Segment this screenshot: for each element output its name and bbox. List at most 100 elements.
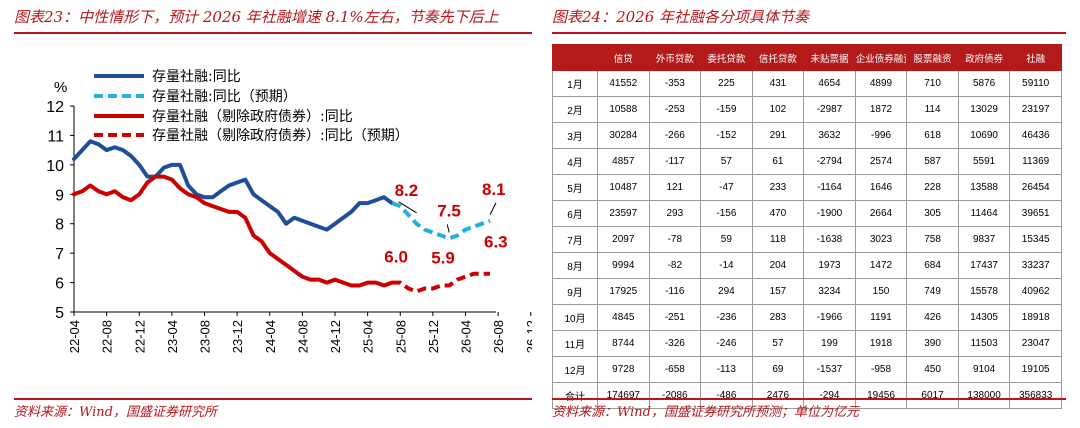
row-label-cell: 3月 xyxy=(552,122,598,149)
table-cell: 10588 xyxy=(597,96,650,123)
table-cell: 470 xyxy=(751,200,805,227)
table-cell: 225 xyxy=(700,70,753,97)
table-cell: 293 xyxy=(648,200,702,227)
table-row: 6月 23597 293 -156 470 -1900 2664 305 11464 39651 xyxy=(552,200,1062,227)
table-cell: -486 xyxy=(700,382,753,409)
table-cell: 1872 xyxy=(854,96,908,123)
table-row: 1月 41552 -353 225 431 4654 4899 710 5876 59110 xyxy=(552,70,1062,97)
annotation-leader xyxy=(489,202,497,215)
table-cell: 3234 xyxy=(803,278,856,305)
table-cell: 150 xyxy=(854,278,908,305)
series-line-1 xyxy=(391,201,491,241)
x-tick-label: 26-12 xyxy=(524,320,532,353)
series-line-0 xyxy=(72,139,395,232)
y-tick-label: 11 xyxy=(47,128,64,145)
table-cell: 390 xyxy=(906,330,959,357)
table-cell: 749 xyxy=(906,278,959,305)
table-cell: 138000 xyxy=(957,382,1011,409)
table-cell: -1966 xyxy=(803,304,856,331)
table-cell: 57 xyxy=(751,330,805,357)
table-cell: 1646 xyxy=(854,174,908,201)
row-label-cell: 8月 xyxy=(552,252,598,279)
table-row: 2月 10588 -253 -159 102 -2987 1872 114 13029 23197 xyxy=(552,96,1062,123)
table-header-cell: 企业债券融资 xyxy=(854,44,908,71)
table-cell: 19105 xyxy=(1009,356,1062,383)
legend-label: 存量社融:同比（预期） xyxy=(152,89,297,105)
annotation-label: 5.9 xyxy=(431,249,455,268)
table-cell: 4845 xyxy=(597,304,650,331)
table-row: 12月 9728 -658 -113 69 -1537 -958 450 9104 19105 xyxy=(552,356,1062,383)
y-tick-label: 9 xyxy=(55,187,64,204)
projection-table-wrap: 信贷外币贷款委托贷款信托贷款未贴票据企业债券融资股票融资政府债券社融 1月415… xyxy=(552,44,1062,409)
row-label-cell: 4月 xyxy=(552,148,598,175)
x-tick-label: 25-12 xyxy=(426,320,441,353)
row-label-cell: 12月 xyxy=(552,356,598,383)
table-cell: 40962 xyxy=(1009,278,1062,305)
table-cell: 18918 xyxy=(1009,304,1062,331)
table-cell: -82 xyxy=(648,252,702,279)
x-tick-label: 24-12 xyxy=(328,320,343,353)
right-source-rule xyxy=(552,398,1066,400)
table-cell: 39651 xyxy=(1009,200,1062,227)
table-cell: -958 xyxy=(854,356,908,383)
table-cell: 2097 xyxy=(597,226,650,253)
table-cell: 1973 xyxy=(803,252,856,279)
table-cell: 17437 xyxy=(957,252,1011,279)
table-cell: -1537 xyxy=(803,356,856,383)
table-cell: 41552 xyxy=(597,70,650,97)
y-tick-label: 5 xyxy=(55,305,64,322)
table-cell: 228 xyxy=(906,174,959,201)
social-financing-growth-chart: 5 6 7 8 9 10 11 12% 22-04 22-08 22-12 23-04 23-08 23-… xyxy=(46,69,532,353)
table-header-row: 信贷外币贷款委托贷款信托贷款未贴票据企业债券融资股票融资政府债券社融 xyxy=(552,44,1062,71)
table-cell: 1472 xyxy=(854,252,908,279)
table-row: 9月 17925 -116 294 157 3234 150 749 15578 40962 xyxy=(552,278,1062,305)
annotation-leader xyxy=(446,224,450,233)
table-cell: 23197 xyxy=(1009,96,1062,123)
table-cell: 13029 xyxy=(957,96,1011,123)
x-tick-label: 24-08 xyxy=(295,320,310,353)
right-title-rule xyxy=(552,32,1066,34)
table-header-cell: 信贷 xyxy=(597,44,650,71)
right-source: 资料来源：Wind，国盛证券研究所预测；单位为亿元 xyxy=(552,405,859,420)
legend-label: 存量社融:同比 xyxy=(152,69,241,85)
table-cell: 26454 xyxy=(1009,174,1062,201)
table-header-cell: 政府债券 xyxy=(957,44,1011,71)
table-cell: 46436 xyxy=(1009,122,1062,149)
table-cell: 2664 xyxy=(854,200,908,227)
row-label-cell: 1月 xyxy=(552,70,598,97)
table-header-cell: 社融 xyxy=(1009,44,1062,71)
y-tick-label: 6 xyxy=(55,276,64,293)
table-cell: 33237 xyxy=(1009,252,1062,279)
table-cell: 15578 xyxy=(957,278,1011,305)
table-row: 5月 10487 121 -47 233 -1164 1646 228 13588 26454 xyxy=(552,174,1062,201)
x-tick-label: 26-08 xyxy=(491,320,506,353)
table-cell: 9994 xyxy=(597,252,650,279)
table-cell: 118 xyxy=(751,226,805,253)
table-cell: 305 xyxy=(906,200,959,227)
table-cell: 5876 xyxy=(957,70,1011,97)
row-label-cell: 10月 xyxy=(552,304,598,331)
row-label-cell: 5月 xyxy=(552,174,598,201)
annotation-leader xyxy=(398,201,417,214)
table-cell: -47 xyxy=(700,174,753,201)
table-cell: -996 xyxy=(854,122,908,149)
table-cell: 6017 xyxy=(906,382,959,409)
table-cell: 4857 xyxy=(597,148,650,175)
table-cell: 10690 xyxy=(957,122,1011,149)
table-cell: -1638 xyxy=(803,226,856,253)
left-figure-title: 图表23：中性情形下，预计 2026 年社融增速 8.1%左右，节奏先下后上 xyxy=(14,8,499,26)
table-cell: 3023 xyxy=(854,226,908,253)
y-tick-label: 10 xyxy=(46,158,64,175)
table-cell: 23047 xyxy=(1009,330,1062,357)
table-cell: 13588 xyxy=(957,174,1011,201)
row-label-cell: 合计 xyxy=(552,382,598,409)
table-row: 4月 4857 -117 57 61 -2794 2574 587 5591 11369 xyxy=(552,148,1062,175)
row-label-cell: 11月 xyxy=(552,330,598,357)
table-cell: 14305 xyxy=(957,304,1011,331)
table-row: 3月 30284 -266 -152 291 3632 -996 618 10690 46436 xyxy=(552,122,1062,149)
annotation-label: 7.5 xyxy=(437,201,461,220)
table-cell: 3632 xyxy=(803,122,856,149)
row-label-cell: 2月 xyxy=(552,96,598,123)
table-row: 7月 2097 -78 59 118 -1638 3023 758 9837 15345 xyxy=(552,226,1062,253)
table-cell: -353 xyxy=(648,70,702,97)
